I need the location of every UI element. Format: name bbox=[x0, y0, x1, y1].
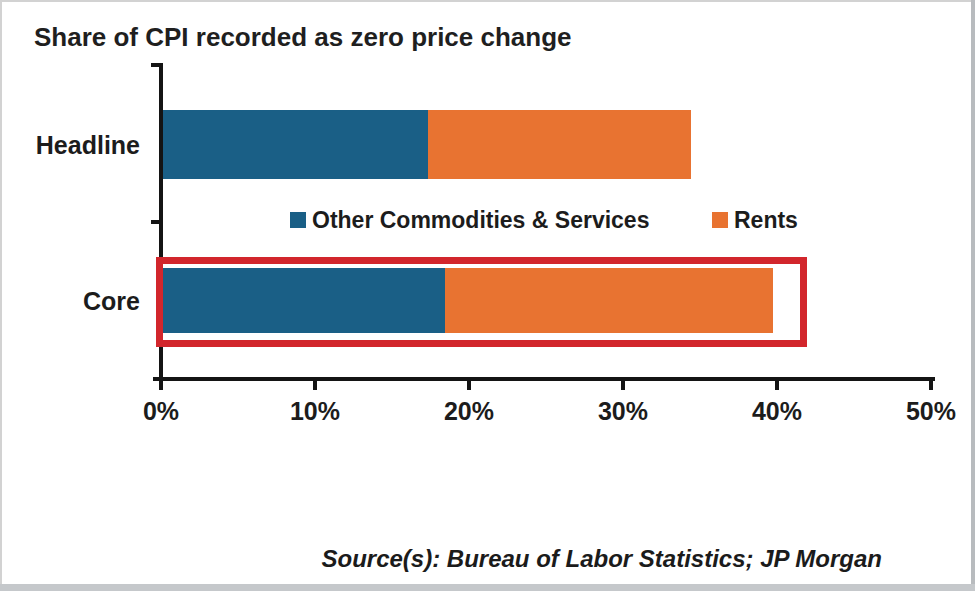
x-axis-tick-label: 0% bbox=[119, 397, 203, 426]
x-axis-line bbox=[153, 377, 935, 381]
frame-border-right bbox=[971, 0, 975, 591]
legend-label-rents: Rents bbox=[734, 206, 798, 234]
legend-label-other-commodities: Other Commodities & Services bbox=[312, 206, 649, 234]
bar-segment-headline-other-commodities bbox=[163, 110, 428, 179]
frame-border-top bbox=[0, 0, 975, 2]
category-label-core: Core bbox=[18, 287, 140, 316]
x-axis-tick-label: 50% bbox=[889, 397, 973, 426]
x-axis-tick bbox=[467, 379, 471, 390]
highlight-rectangle bbox=[156, 257, 807, 347]
legend-swatch-other-commodities bbox=[290, 212, 306, 228]
category-label-headline: Headline bbox=[18, 131, 140, 160]
y-axis-mid-tick bbox=[151, 220, 163, 224]
source-text: Source(s): Bureau of Labor Statistics; J… bbox=[302, 545, 882, 573]
chart-image: Share of CPI recorded as zero price chan… bbox=[0, 0, 975, 591]
x-axis-tick-label: 30% bbox=[581, 397, 665, 426]
bar-headline bbox=[163, 110, 691, 179]
x-axis-tick bbox=[929, 379, 933, 390]
frame-border-bottom bbox=[0, 584, 975, 591]
x-axis-tick bbox=[313, 379, 317, 390]
legend-swatch-rents bbox=[712, 212, 728, 228]
x-axis-tick-label: 10% bbox=[273, 397, 357, 426]
bar-segment-headline-rents bbox=[428, 110, 691, 179]
y-axis-top-tick bbox=[151, 63, 163, 67]
frame-border-left bbox=[0, 0, 2, 591]
x-axis-tick-label: 40% bbox=[735, 397, 819, 426]
x-axis-tick-label: 20% bbox=[427, 397, 511, 426]
x-axis-tick bbox=[621, 379, 625, 390]
chart-title: Share of CPI recorded as zero price chan… bbox=[34, 22, 572, 53]
x-axis-tick bbox=[775, 379, 779, 390]
x-axis-tick bbox=[159, 379, 163, 390]
